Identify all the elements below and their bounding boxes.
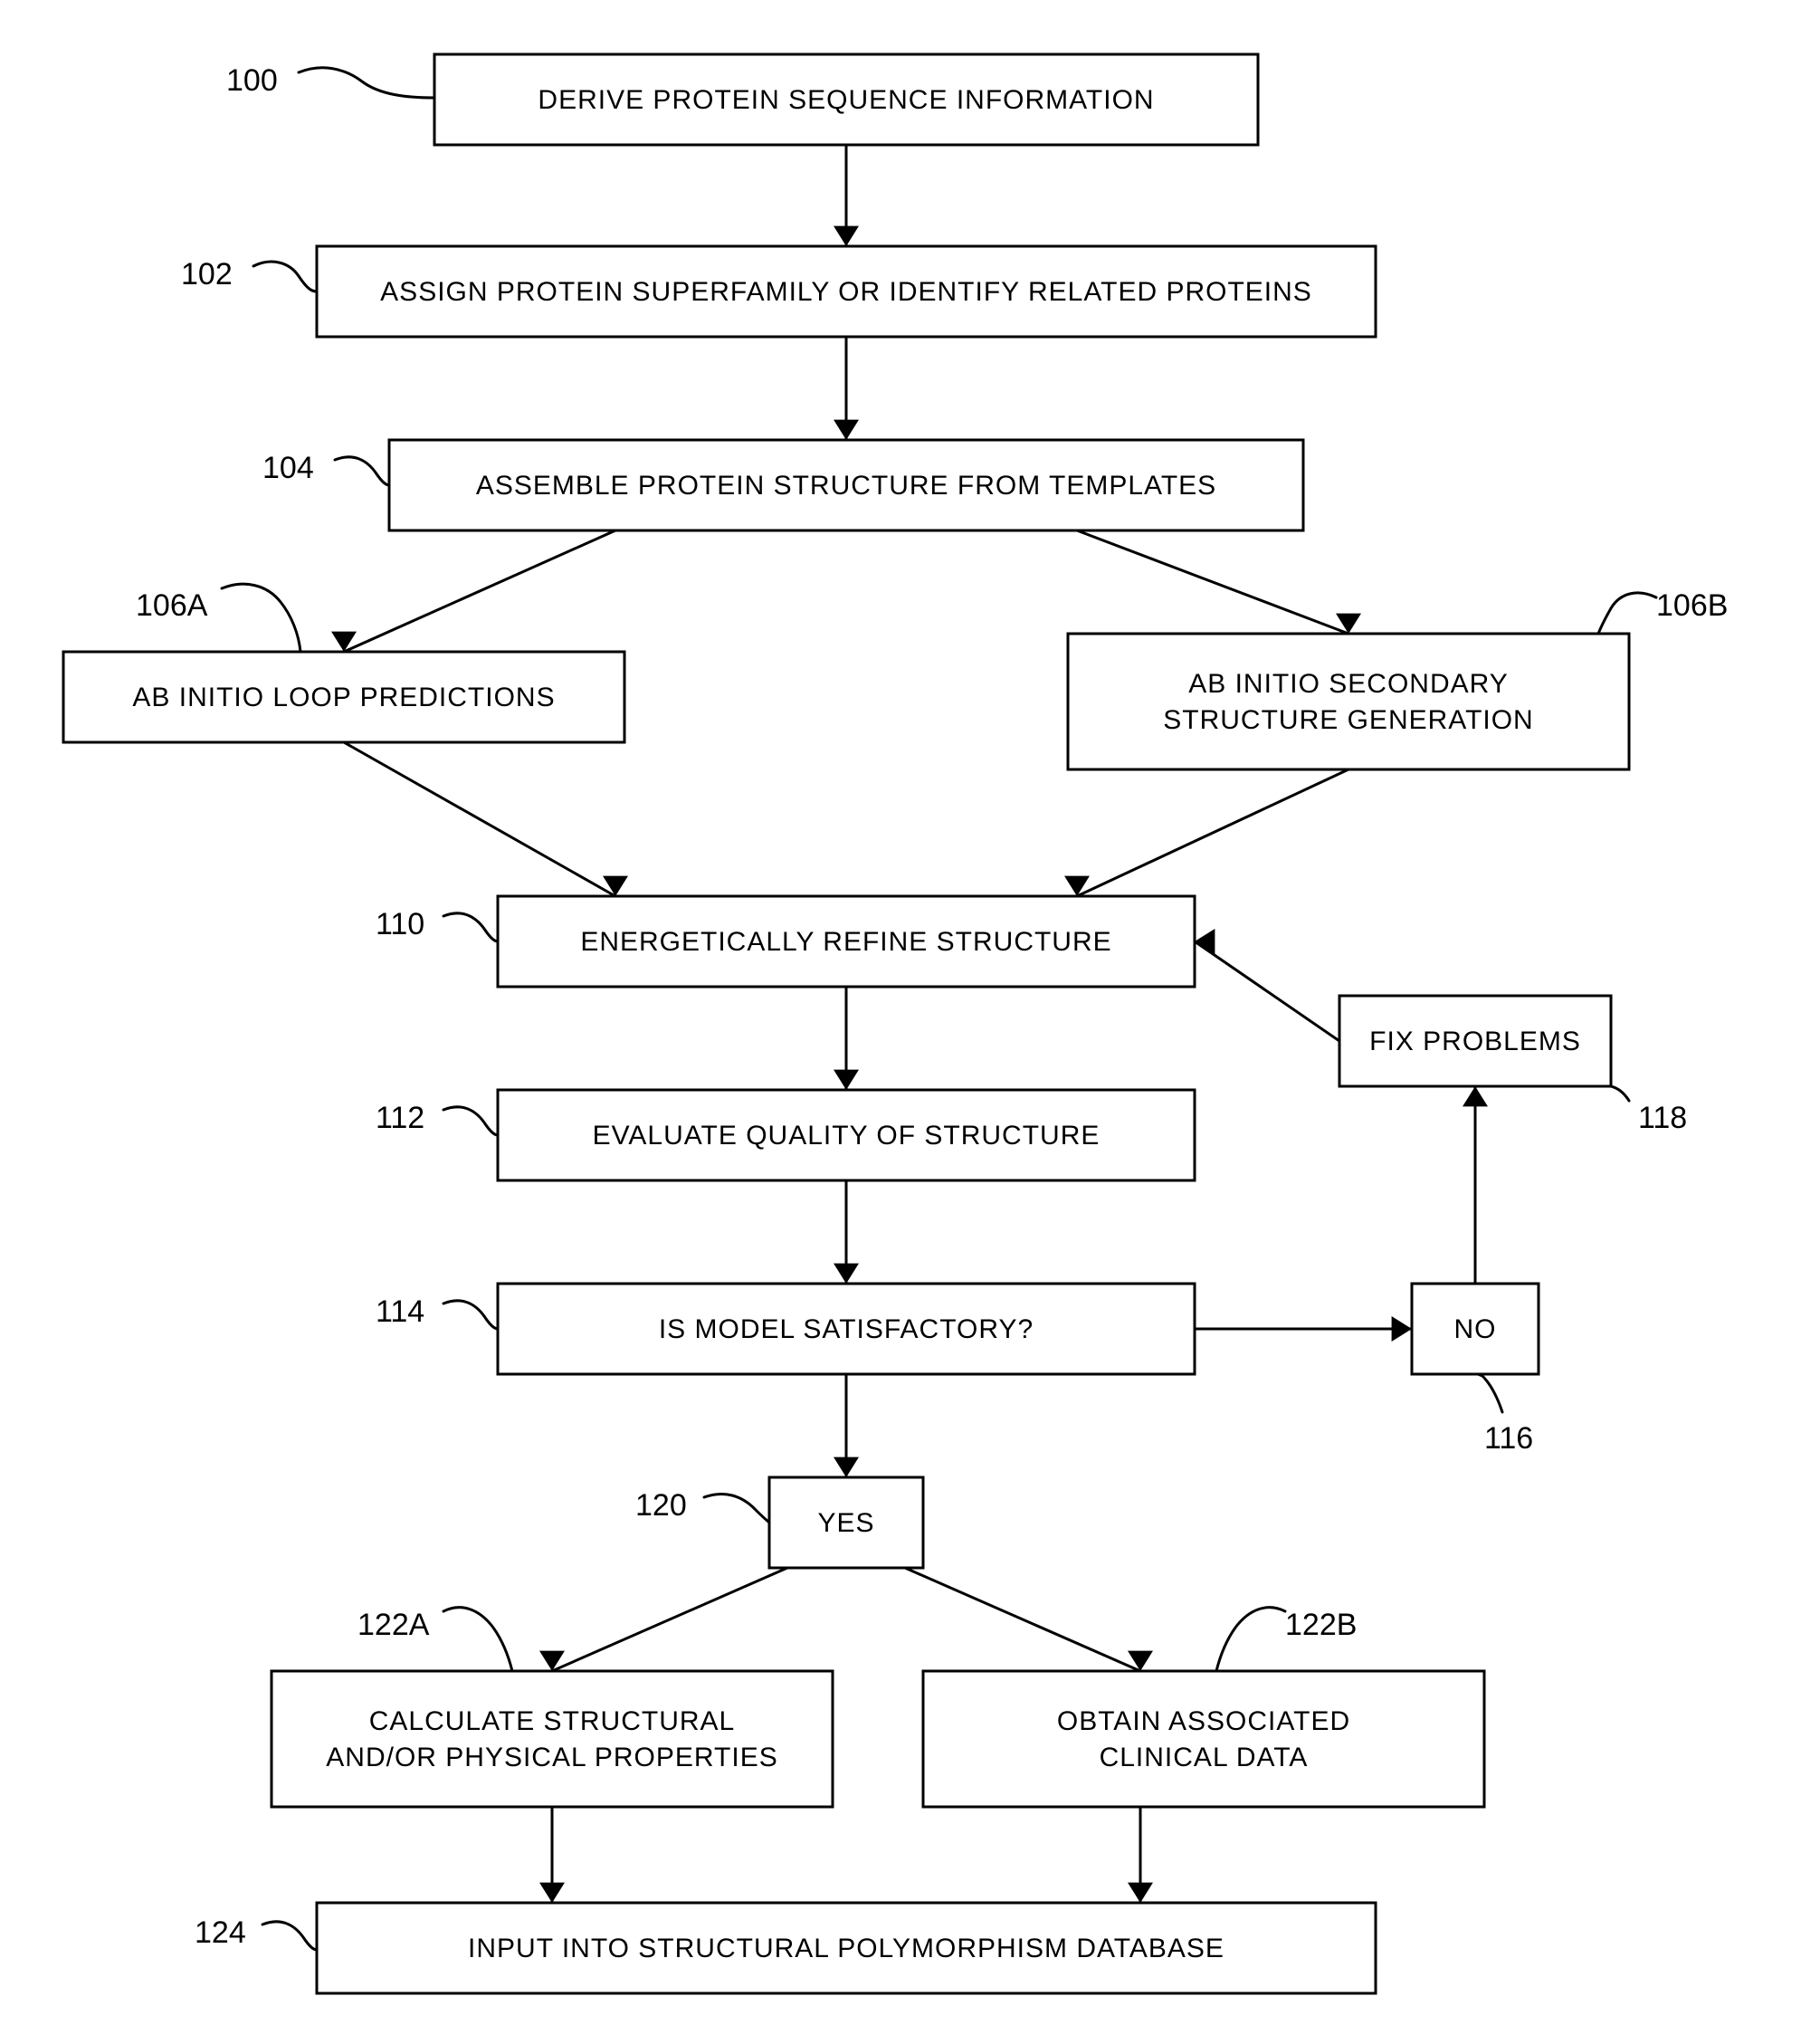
flow-node-n100: DERIVE PROTEIN SEQUENCE INFORMATION	[434, 54, 1258, 145]
ref-label-l124: 124	[195, 1915, 246, 1950]
ref-label-l100: 100	[226, 63, 278, 98]
node-text: AND/OR PHYSICAL PROPERTIES	[326, 1743, 777, 1772]
flow-edge	[1195, 941, 1339, 1041]
flow-edge	[1077, 769, 1348, 896]
arrowhead	[539, 1883, 565, 1903]
ref-label-l102: 102	[181, 257, 233, 291]
callout-l104	[335, 457, 389, 485]
node-text: FIX PROBLEMS	[1369, 1027, 1581, 1056]
flow-edge	[344, 530, 615, 652]
node-text: OBTAIN ASSOCIATED	[1057, 1706, 1350, 1736]
node-text: AB INITIO SECONDARY	[1188, 669, 1509, 699]
node-text: STRUCTURE GENERATION	[1163, 705, 1533, 735]
node-text: CALCULATE STRUCTURAL	[369, 1706, 736, 1736]
callout-l102	[253, 262, 317, 291]
arrowhead	[1128, 1883, 1153, 1903]
arrowhead	[1195, 929, 1215, 954]
ref-label-l120: 120	[635, 1488, 687, 1523]
node-text: AB INITIO LOOP PREDICTIONS	[132, 683, 555, 712]
flow-node-n120: YES	[769, 1477, 923, 1568]
flow-edge	[552, 1568, 787, 1671]
flow-node-n114: IS MODEL SATISFACTORY?	[498, 1284, 1195, 1374]
flow-node-n102: ASSIGN PROTEIN SUPERFAMILY OR IDENTIFY R…	[317, 246, 1376, 337]
arrowhead	[603, 876, 628, 896]
callout-l106B	[1598, 593, 1656, 634]
callout-l120	[704, 1494, 769, 1523]
flow-node-n112: EVALUATE QUALITY OF STRUCTURE	[498, 1090, 1195, 1180]
callout-l122A	[443, 1608, 512, 1671]
arrowhead	[834, 1070, 859, 1090]
node-box	[1068, 634, 1629, 769]
callout-l114	[443, 1301, 498, 1329]
ref-label-l114: 114	[376, 1294, 424, 1329]
ref-label-l118: 118	[1638, 1101, 1687, 1135]
ref-label-l104: 104	[262, 451, 314, 485]
ref-label-l122A: 122A	[357, 1608, 430, 1642]
node-text: ENERGETICALLY REFINE STRUCTURE	[580, 927, 1111, 957]
node-text: DERIVE PROTEIN SEQUENCE INFORMATION	[538, 85, 1154, 115]
callout-l124	[262, 1922, 317, 1950]
arrowhead	[834, 1457, 859, 1477]
ref-label-l106B: 106B	[1656, 588, 1728, 623]
node-box	[272, 1671, 833, 1807]
arrowhead	[834, 226, 859, 246]
callout-l112	[443, 1107, 498, 1135]
node-text: INPUT INTO STRUCTURAL POLYMORPHISM DATAB…	[468, 1934, 1224, 1963]
arrowhead	[1392, 1316, 1412, 1342]
flow-edge	[1077, 530, 1348, 634]
ref-label-l106A: 106A	[136, 588, 208, 623]
node-text: ASSEMBLE PROTEIN STRUCTURE FROM TEMPLATE…	[476, 471, 1216, 501]
arrowhead	[1463, 1086, 1488, 1106]
ref-label-l122B: 122B	[1285, 1608, 1357, 1642]
flow-edge	[905, 1568, 1140, 1671]
flow-node-n116: NO	[1412, 1284, 1539, 1374]
flow-node-n118: FIX PROBLEMS	[1339, 996, 1611, 1086]
callout-l118	[1611, 1086, 1629, 1101]
node-text: YES	[817, 1508, 874, 1538]
flow-node-n122B: OBTAIN ASSOCIATED CLINICAL DATA	[923, 1671, 1484, 1807]
node-box	[923, 1671, 1484, 1807]
flow-node-n110: ENERGETICALLY REFINE STRUCTURE	[498, 896, 1195, 987]
node-text: NO	[1454, 1314, 1497, 1344]
flow-node-n124: INPUT INTO STRUCTURAL POLYMORPHISM DATAB…	[317, 1903, 1376, 1993]
callout-l110	[443, 913, 498, 941]
flow-node-n106B: AB INITIO SECONDARY STRUCTURE GENERATION	[1068, 634, 1629, 769]
ref-label-l110: 110	[376, 907, 424, 941]
callout-l106A	[222, 584, 300, 652]
ref-label-l116: 116	[1484, 1421, 1533, 1456]
flow-node-n122A: CALCULATE STRUCTURAL AND/OR PHYSICAL PROP…	[272, 1671, 833, 1807]
arrowhead	[834, 1264, 859, 1284]
node-text: ASSIGN PROTEIN SUPERFAMILY OR IDENTIFY R…	[380, 277, 1312, 307]
callout-l116	[1478, 1374, 1502, 1412]
ref-label-l112: 112	[376, 1101, 424, 1135]
callout-l100	[299, 68, 434, 98]
flow-edge	[344, 742, 615, 896]
arrowhead	[834, 420, 859, 440]
flow-node-n106A: AB INITIO LOOP PREDICTIONS	[63, 652, 624, 742]
node-text: EVALUATE QUALITY OF STRUCTURE	[593, 1121, 1101, 1151]
flow-node-n104: ASSEMBLE PROTEIN STRUCTURE FROM TEMPLATE…	[389, 440, 1303, 530]
node-text: CLINICAL DATA	[1100, 1743, 1309, 1772]
node-text: IS MODEL SATISFACTORY?	[659, 1314, 1034, 1344]
callout-l122B	[1216, 1608, 1285, 1671]
